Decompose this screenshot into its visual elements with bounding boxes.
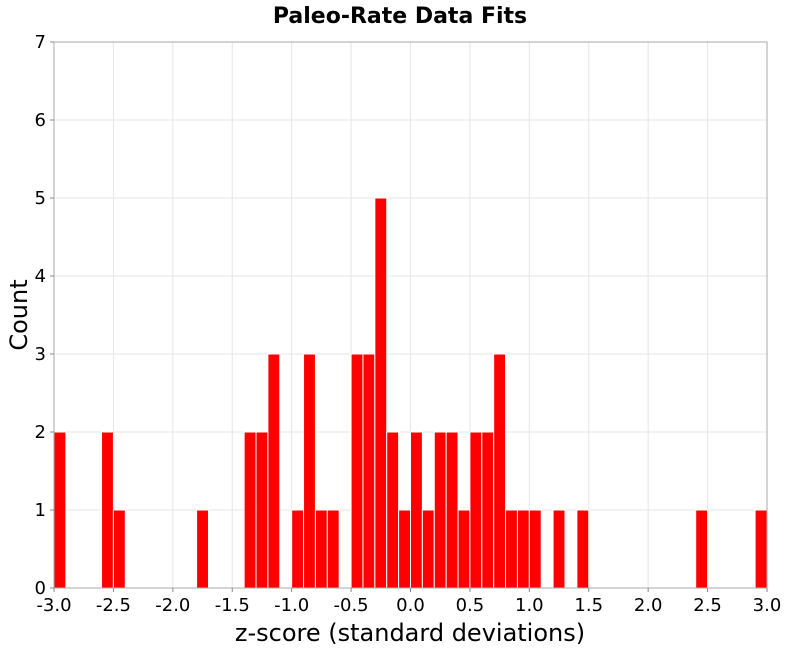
x-tick-label: -0.5	[334, 595, 369, 616]
y-axis-label: Count	[5, 279, 33, 350]
histogram-bar	[255, 431, 269, 589]
x-tick-label: 2.0	[634, 595, 663, 616]
histogram-bar	[410, 431, 423, 589]
histogram-bar	[493, 353, 507, 589]
x-tick-label: -2.5	[96, 595, 131, 616]
histogram-bar	[350, 353, 364, 589]
histogram-bar	[362, 353, 376, 589]
x-tick-label: 1.0	[515, 595, 544, 616]
histogram-bar	[398, 509, 412, 589]
histogram-bar	[754, 509, 768, 589]
x-tick-label: -1.0	[274, 595, 309, 616]
histogram-bar	[576, 509, 590, 589]
x-axis-ticks: -3.0 -2.5 -2.0 -1.5 -1.0 -0.5 0.0 0.5 1.0 1.5 2.0 2…	[36, 588, 781, 616]
x-tick-label: -1.5	[215, 595, 250, 616]
y-axis-ticks: 0 1 2 3 4 5 6 7	[35, 32, 54, 599]
histogram-bar	[243, 431, 257, 589]
histogram-bar	[112, 509, 126, 589]
histogram-bar	[469, 431, 483, 589]
y-tick-label: 4	[35, 266, 46, 287]
histogram-bar	[374, 197, 388, 589]
histogram-bar	[303, 353, 316, 589]
histogram-bar	[516, 509, 530, 589]
x-tick-label: -2.0	[155, 595, 190, 616]
histogram-bar	[505, 509, 518, 589]
y-tick-label: 6	[35, 110, 46, 131]
y-tick-label: 5	[35, 188, 46, 209]
y-tick-label: 1	[35, 500, 46, 521]
histogram-bar	[481, 431, 495, 589]
x-tick-label: 0.5	[456, 595, 485, 616]
histogram-bar	[528, 509, 542, 589]
histogram-bar	[53, 431, 67, 589]
histogram-bar	[445, 431, 459, 589]
x-axis-label: z-score (standard deviations)	[235, 619, 585, 647]
x-tick-label: 0.0	[396, 595, 425, 616]
histogram-bar	[196, 509, 209, 589]
histogram-bar	[267, 353, 281, 589]
x-tick-label: -3.0	[36, 595, 71, 616]
histogram-bar	[291, 509, 305, 589]
histogram-bar	[695, 509, 709, 589]
bars	[53, 197, 768, 589]
histogram-bar	[386, 431, 400, 589]
x-tick-label: 3.0	[753, 595, 782, 616]
histogram-bar	[326, 509, 340, 589]
y-tick-label: 2	[35, 422, 46, 443]
x-tick-label: 1.5	[574, 595, 603, 616]
histogram-bar	[433, 431, 447, 589]
histogram-bar	[314, 509, 328, 589]
chart-title: Paleo-Rate Data Fits	[273, 4, 527, 29]
y-tick-label: 3	[35, 344, 46, 365]
histogram-bar	[421, 509, 435, 589]
histogram-bar	[552, 509, 566, 589]
y-tick-label: 7	[35, 32, 46, 53]
histogram-bar	[457, 509, 471, 589]
y-tick-label: 0	[35, 578, 46, 599]
histogram-bar	[101, 431, 114, 589]
x-tick-label: 2.5	[693, 595, 722, 616]
